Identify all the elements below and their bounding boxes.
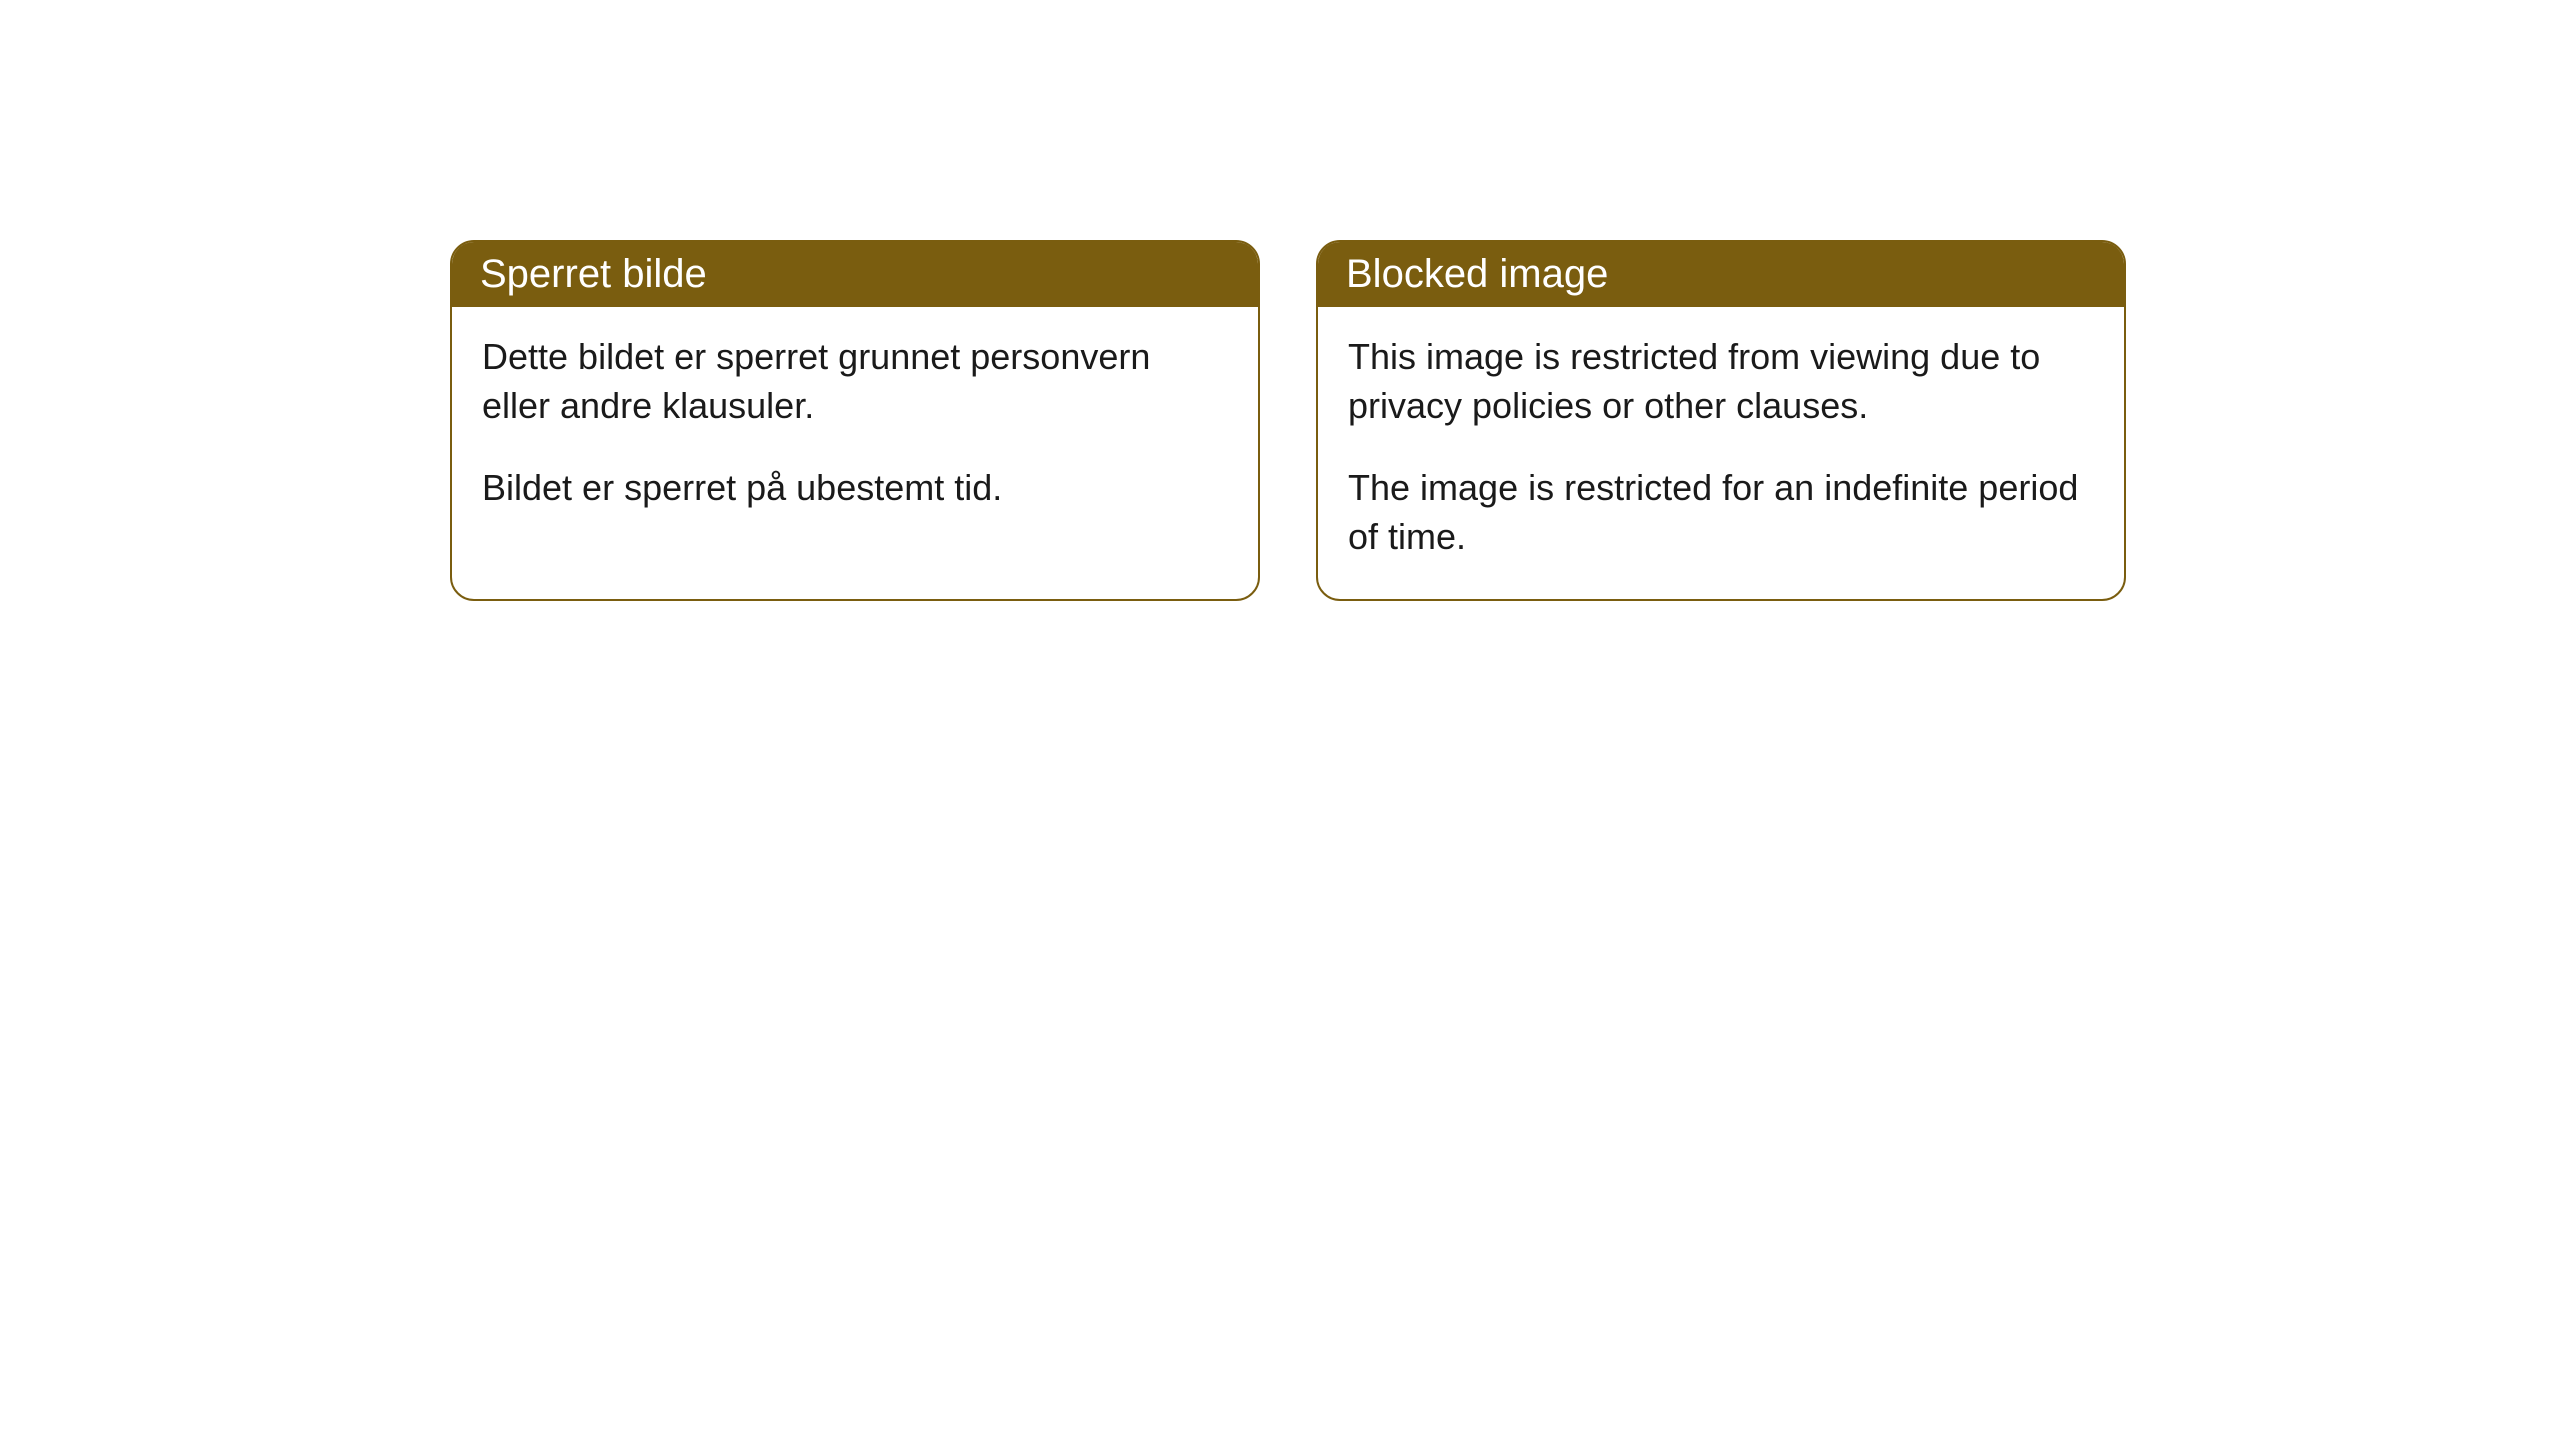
card-title: Sperret bilde xyxy=(480,252,707,296)
card-paragraph-2: The image is restricted for an indefinit… xyxy=(1348,464,2094,561)
card-paragraph-2: Bildet er sperret på ubestemt tid. xyxy=(482,464,1228,513)
card-header-english: Blocked image xyxy=(1318,242,2124,307)
card-body-norwegian: Dette bildet er sperret grunnet personve… xyxy=(452,307,1258,551)
notice-cards-container: Sperret bilde Dette bildet er sperret gr… xyxy=(450,240,2126,601)
blocked-image-card-english: Blocked image This image is restricted f… xyxy=(1316,240,2126,601)
card-body-english: This image is restricted from viewing du… xyxy=(1318,307,2124,599)
card-header-norwegian: Sperret bilde xyxy=(452,242,1258,307)
card-paragraph-1: Dette bildet er sperret grunnet personve… xyxy=(482,333,1228,430)
card-paragraph-1: This image is restricted from viewing du… xyxy=(1348,333,2094,430)
card-title: Blocked image xyxy=(1346,252,1608,296)
blocked-image-card-norwegian: Sperret bilde Dette bildet er sperret gr… xyxy=(450,240,1260,601)
